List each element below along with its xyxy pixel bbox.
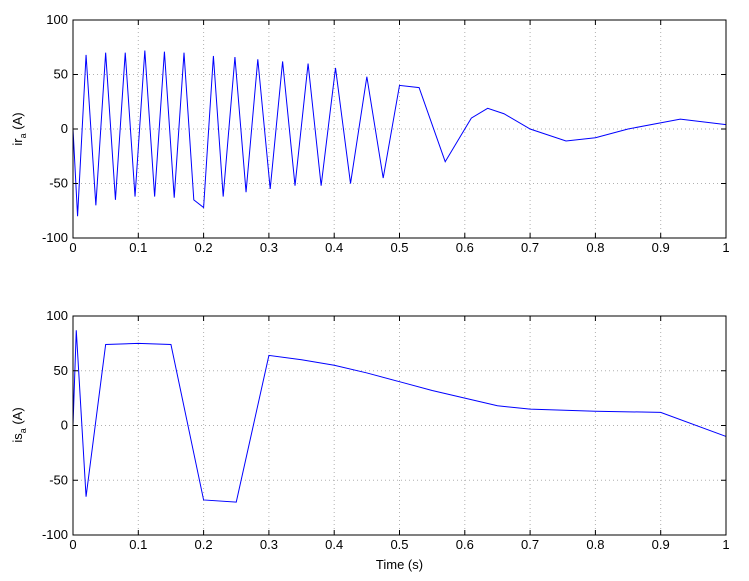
tick-label-y: 0 [61, 121, 68, 136]
ticks-ir: 0 0.1 0.2 0.3 0.4 0.5 0.6 0.7 0.8 0.9 1 -100 -50 0 50 1… [42, 12, 730, 255]
grid-ir [73, 20, 726, 238]
ylabel-ir-main: ir [10, 138, 25, 146]
tick-label-x: 0.5 [390, 537, 408, 552]
ylabel-is: isa (A) [10, 407, 28, 442]
tick-label-x: 0.4 [325, 240, 343, 255]
tick-label-x: 0.3 [260, 240, 278, 255]
tick-label-x: 0.3 [260, 537, 278, 552]
subplot-ir: 0 0.1 0.2 0.3 0.4 0.5 0.6 0.7 0.8 0.9 1 -100 -50 0 50 1… [10, 12, 730, 255]
tick-label-y: 100 [46, 12, 68, 27]
tick-label-x: 0.2 [195, 537, 213, 552]
ylabel-is-main: is [10, 433, 25, 443]
ylabel-ir-unit: (A) [10, 112, 25, 133]
tick-label-y: 100 [46, 308, 68, 323]
tick-label-y: -100 [42, 230, 68, 245]
ticks-is: 0 0.1 0.2 0.3 0.4 0.5 0.6 0.7 0.8 0.9 1 -100 -50 0 50 1… [42, 308, 730, 552]
tick-label-x: 0.6 [456, 537, 474, 552]
trace-ir [72, 50, 727, 217]
tick-label-y: -50 [49, 176, 68, 191]
tick-label-x: 0.5 [390, 240, 408, 255]
tick-label-x: 0.9 [652, 240, 670, 255]
ylabel-ir: ira (A) [10, 112, 28, 145]
xlabel-is: Time (s) [376, 557, 423, 572]
tick-label-x: 0.1 [129, 537, 147, 552]
tick-label-x: 0.4 [325, 537, 343, 552]
tick-label-x: 1 [722, 240, 729, 255]
tick-label-y: -100 [42, 527, 68, 542]
tick-label-y: 50 [54, 67, 68, 82]
tick-label-x: 0.2 [195, 240, 213, 255]
subplot-is: 0 0.1 0.2 0.3 0.4 0.5 0.6 0.7 0.8 0.9 1 -100 -50 0 50 1… [10, 308, 730, 572]
tick-label-x: 0.8 [586, 537, 604, 552]
tick-label-y: -50 [49, 472, 68, 487]
grid-is [73, 316, 726, 535]
ylabel-ir-sub: a [18, 133, 28, 138]
tick-label-x: 0 [69, 240, 76, 255]
ylabel-is-unit: (A) [10, 407, 25, 428]
tick-label-x: 0.7 [521, 240, 539, 255]
tick-label-x: 0.7 [521, 537, 539, 552]
tick-label-x: 0.6 [456, 240, 474, 255]
tick-label-x: 0.9 [652, 537, 670, 552]
tick-label-x: 0.8 [586, 240, 604, 255]
tick-label-x: 0 [69, 537, 76, 552]
tick-label-y: 50 [54, 363, 68, 378]
trace-is [72, 330, 727, 503]
tick-label-x: 1 [722, 537, 729, 552]
ylabel-is-sub: a [18, 428, 28, 433]
tick-label-y: 0 [61, 418, 68, 433]
tick-label-x: 0.1 [129, 240, 147, 255]
